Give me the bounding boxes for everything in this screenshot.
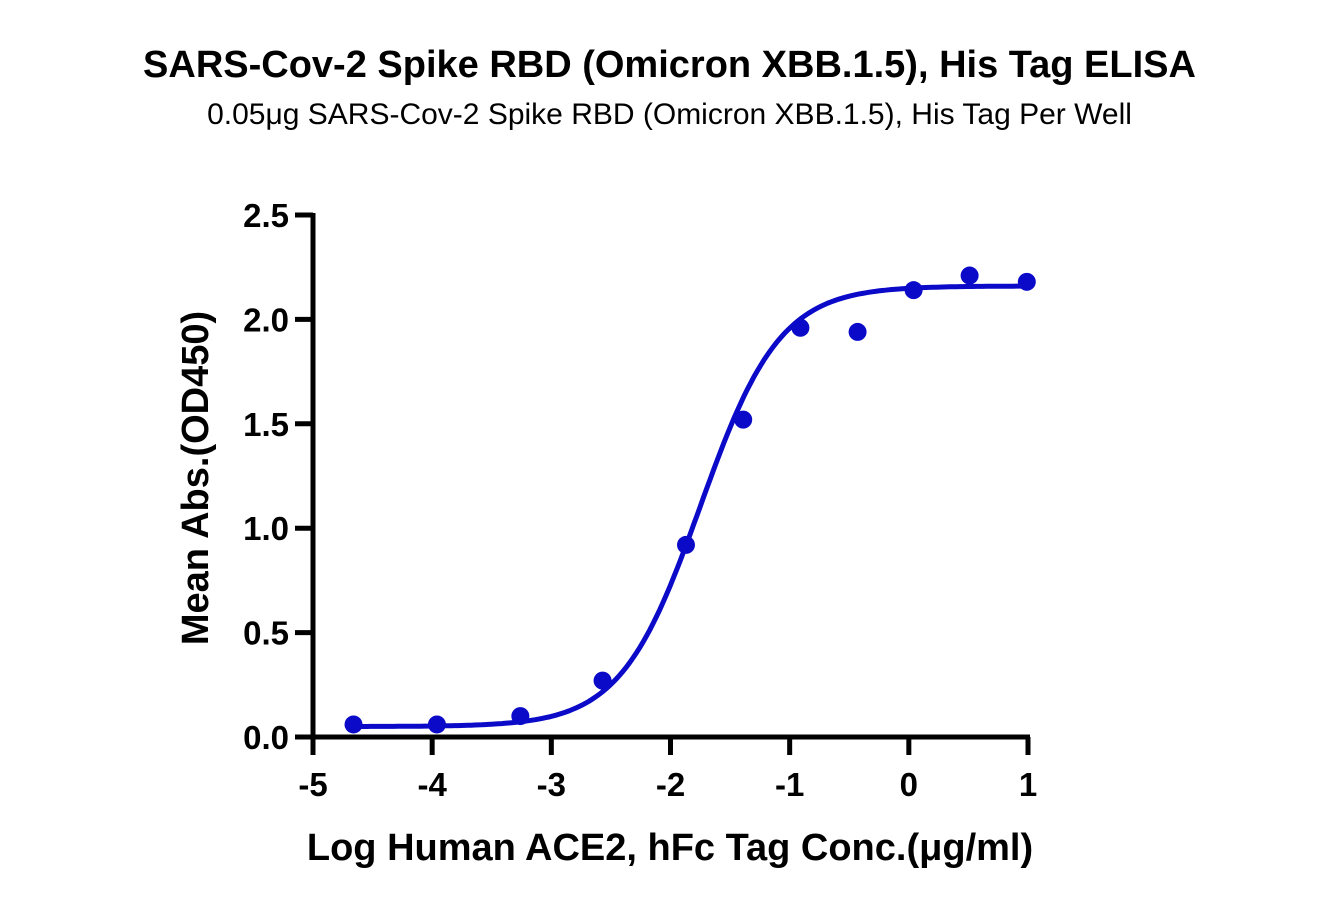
x-tick-label: 0 bbox=[900, 766, 918, 803]
chart-subtitle: 0.05μg SARS-Cov-2 Spike RBD (Omicron XBB… bbox=[207, 98, 1132, 131]
y-tick-label: 2.0 bbox=[243, 301, 289, 338]
data-point bbox=[511, 707, 530, 726]
fit-curve-line bbox=[353, 283, 1027, 729]
y-tick-label: 0.0 bbox=[243, 719, 289, 756]
data-point bbox=[593, 671, 612, 690]
y-axis-title: Mean Abs.(OD450) bbox=[175, 311, 217, 645]
y-tick-label: 2.5 bbox=[243, 197, 289, 234]
data-point bbox=[427, 715, 446, 734]
y-tick-label: 1.0 bbox=[243, 510, 289, 547]
y-tick-label: 0.5 bbox=[243, 615, 289, 652]
data-point bbox=[904, 281, 923, 300]
x-tick-label: -2 bbox=[656, 766, 685, 803]
chart-title: SARS-Cov-2 Spike RBD (Omicron XBB.1.5), … bbox=[143, 44, 1196, 86]
fit-curve bbox=[353, 283, 1027, 729]
data-point bbox=[1017, 272, 1036, 291]
data-point bbox=[848, 322, 867, 341]
data-point bbox=[344, 715, 363, 734]
data-point bbox=[960, 266, 979, 285]
x-axis-title: Log Human ACE2, hFc Tag Conc.(μg/ml) bbox=[307, 827, 1033, 869]
data-point bbox=[791, 318, 810, 337]
axes: 0.0 0.5 1.0 1.5 2.0 2.5 -5 -4 -3 -2 -1 0 1 bbox=[243, 197, 1037, 803]
data-point bbox=[676, 535, 695, 554]
data-point bbox=[734, 410, 753, 429]
x-tick-label: -5 bbox=[298, 766, 327, 803]
x-tick-label: -3 bbox=[537, 766, 566, 803]
data-points bbox=[344, 266, 1036, 734]
y-tick-label: 1.5 bbox=[243, 406, 289, 443]
x-tick-label: 1 bbox=[1019, 766, 1037, 803]
x-tick-label: -4 bbox=[417, 766, 447, 803]
x-tick-label: -1 bbox=[775, 766, 804, 803]
